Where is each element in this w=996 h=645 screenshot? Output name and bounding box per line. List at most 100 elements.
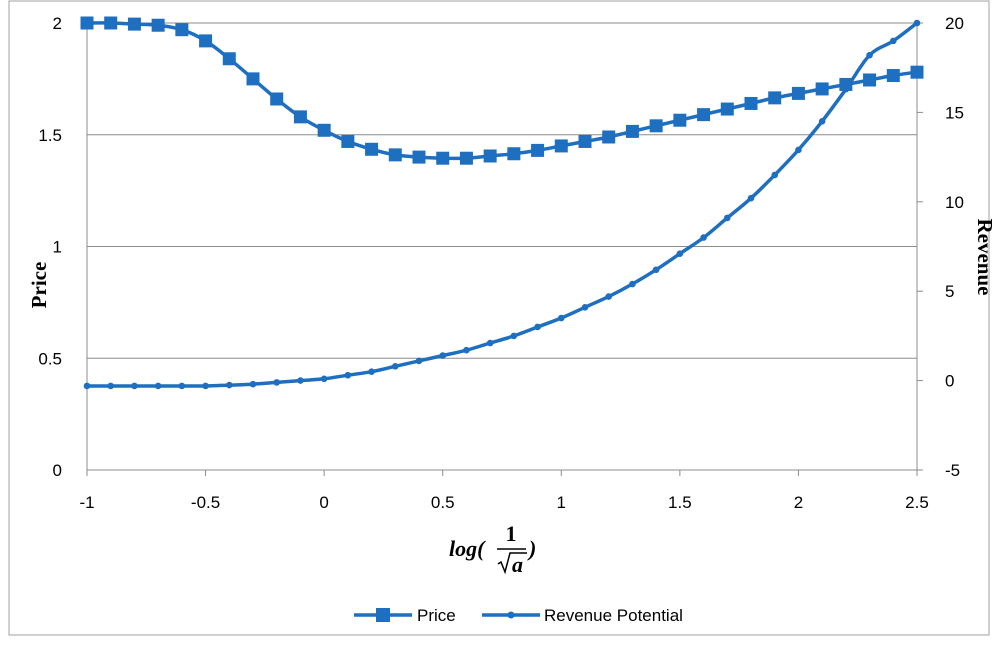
data-point-revenue-potential (83, 382, 91, 390)
data-point-price (863, 73, 877, 87)
data-point-revenue-potential (107, 382, 115, 390)
y-tick-label: 0 (53, 461, 62, 480)
data-point-price (222, 52, 236, 66)
data-point-revenue-potential (557, 314, 565, 322)
tick-labels: 0 0.5 1 1.5 2 -5 0 5 10 15 20 -1 -0.5 0 0.5 1 1.5 2 2.5 (38, 14, 964, 512)
data-point-revenue-potential (866, 51, 873, 59)
data-point-price (815, 82, 829, 96)
data-point-price (317, 123, 331, 137)
data-point-price (388, 148, 402, 162)
legend-label-revenue-potential: Revenue Potential (544, 606, 683, 625)
data-point-revenue-potential (700, 234, 707, 241)
x-tick-label: 2 (794, 493, 803, 512)
y-tick-label: 0.5 (38, 349, 62, 368)
data-point-revenue-potential (297, 377, 304, 384)
x-axis-title-suffix: ) (527, 536, 536, 561)
data-point-revenue-potential (605, 293, 613, 300)
data-point-price (578, 134, 592, 148)
y2-tick-label: 20 (945, 14, 964, 33)
data-point-revenue-potential (629, 280, 636, 288)
data-point-price (104, 16, 118, 30)
data-point-revenue-potential (225, 381, 233, 389)
x-axis-title-radicand: a (512, 552, 523, 577)
data-point-revenue-potential (581, 303, 589, 311)
data-point-price (554, 139, 568, 153)
data-point-revenue-potential (534, 323, 541, 331)
x-axis-title-prefix: log( (449, 536, 486, 561)
data-point-price (436, 151, 450, 165)
x-tick-label: 2.5 (905, 493, 929, 512)
data-point-revenue-potential (913, 19, 921, 27)
data-point-revenue-potential (723, 214, 731, 222)
x-tick-label: -1 (79, 493, 94, 512)
y-tick-label: 1.5 (38, 126, 62, 145)
data-point-price (270, 92, 284, 106)
y2-tick-label: 5 (945, 282, 954, 301)
legend-marker-price (376, 608, 390, 622)
data-point-price (459, 151, 473, 165)
data-point-revenue-potential (842, 85, 850, 93)
data-point-price (80, 16, 94, 30)
legend-item-price: Price (354, 606, 456, 625)
data-point-price (151, 18, 165, 32)
data-point-price (910, 65, 924, 79)
data-point-price (649, 119, 663, 133)
axes (86, 22, 923, 476)
series-revenue-potential (83, 19, 921, 390)
data-point-price (886, 69, 900, 83)
gridlines (87, 22, 917, 359)
data-point-price (483, 149, 497, 163)
data-point-price (246, 72, 260, 86)
data-point-revenue-potential (391, 362, 399, 370)
data-point-price (507, 147, 521, 161)
data-point-revenue-potential (486, 339, 494, 347)
data-point-price (341, 134, 355, 148)
x-tick-label: -0.5 (191, 493, 220, 512)
x-tick-label: 0 (319, 493, 328, 512)
data-point-revenue-potential (320, 375, 328, 383)
data-point-revenue-potential (178, 382, 186, 390)
x-tick-label: 0.5 (431, 493, 455, 512)
y-tick-label: 1 (53, 238, 62, 257)
x-tick-label: 1.5 (668, 493, 692, 512)
data-point-revenue-potential (154, 382, 162, 390)
data-point-revenue-potential (415, 357, 423, 365)
data-point-price (839, 77, 853, 91)
data-point-revenue-potential (439, 352, 447, 359)
legend-marker-revenue-potential (507, 611, 515, 619)
data-point-revenue-potential (202, 382, 209, 390)
data-point-price (127, 17, 141, 31)
data-point-revenue-potential (249, 380, 257, 388)
data-point-price (602, 130, 616, 144)
data-point-price (175, 23, 189, 37)
legend: Price Revenue Potential (354, 606, 683, 625)
data-point-price (720, 102, 734, 116)
y2-tick-label: 10 (945, 193, 964, 212)
data-point-revenue-potential (131, 382, 138, 390)
data-point-revenue-potential (771, 171, 779, 179)
data-point-price (365, 142, 379, 156)
y2-tick-label: 15 (945, 103, 964, 122)
data-point-price (791, 86, 805, 100)
legend-item-revenue-potential: Revenue Potential (482, 606, 683, 625)
y-axis-title: Price (27, 262, 51, 309)
data-point-revenue-potential (344, 371, 352, 379)
data-point-price (412, 150, 426, 164)
data-point-price (531, 143, 545, 157)
x-axis-title-radical-sign (497, 552, 527, 575)
data-point-price (697, 108, 711, 122)
chart-border (8, 0, 990, 636)
data-point-revenue-potential (747, 194, 755, 202)
x-tick-label: 1 (557, 493, 566, 512)
series (80, 16, 924, 390)
data-point-revenue-potential (652, 266, 660, 274)
data-point-revenue-potential (273, 379, 281, 386)
legend-label-price: Price (417, 606, 456, 625)
data-point-price (768, 91, 782, 105)
y2-tick-label: -5 (945, 461, 960, 480)
data-point-revenue-potential (676, 250, 684, 257)
y2-tick-label: 0 (945, 372, 954, 391)
series-price (80, 16, 924, 165)
